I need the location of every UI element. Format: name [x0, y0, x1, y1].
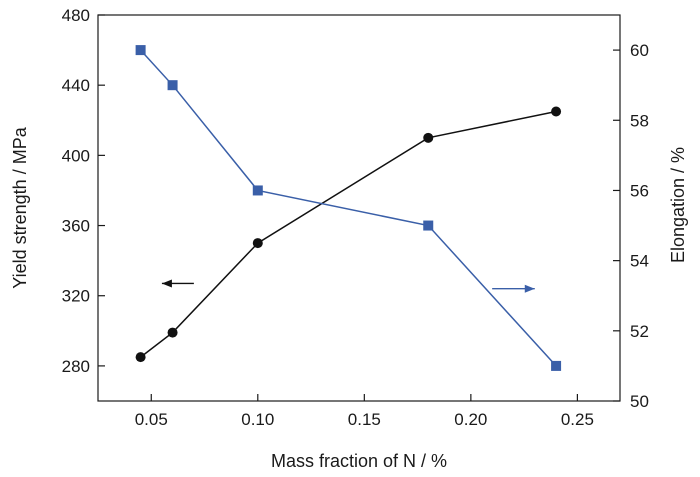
series-1-point [423, 220, 434, 231]
x-tick-label: 0.20 [454, 410, 487, 429]
y-right-tick-label: 50 [630, 392, 649, 411]
series-0-line [140, 110, 557, 358]
series-1-point [135, 45, 146, 56]
series-0-point [252, 238, 263, 249]
y-left-tick-label: 480 [62, 6, 90, 25]
plot-frame [97, 14, 621, 402]
y-left-tick-label: 360 [62, 217, 90, 236]
x-tick-label: 0.15 [348, 410, 381, 429]
annotation-arrow-1-head [524, 284, 535, 293]
y-left-tick-label: 400 [62, 146, 90, 165]
tick-labels: 0.05 0.10 0.15 0.20 0.25 280 320 360 400 440 480 50… [62, 6, 649, 429]
series-0-point [167, 327, 178, 338]
ticks [98, 14, 620, 402]
series-0-point [551, 106, 562, 117]
annotation-arrows [161, 279, 535, 293]
series-1-line [140, 49, 557, 367]
y-left-tick-label: 440 [62, 76, 90, 95]
y-right-tick-label: 56 [630, 181, 649, 200]
y-right-tick-label: 60 [630, 41, 649, 60]
y-axis-right-label: Elongation / % [668, 147, 688, 263]
x-tick-label: 0.05 [135, 410, 168, 429]
series-0-point [423, 132, 434, 143]
series-lines [140, 49, 557, 367]
y-right-tick-label: 58 [630, 111, 649, 130]
annotation-arrow-0-head [161, 279, 172, 288]
y-left-tick-label: 280 [62, 357, 90, 376]
y-right-tick-label: 52 [630, 322, 649, 341]
series-1-point [167, 80, 178, 91]
series-0-point [135, 352, 146, 363]
series-markers [135, 45, 562, 371]
y-axis-left-label: Yield strength / MPa [10, 126, 30, 288]
x-tick-label: 0.25 [561, 410, 594, 429]
x-tick-label: 0.10 [241, 410, 274, 429]
y-left-tick-label: 320 [62, 287, 90, 306]
series-1-point [551, 360, 562, 371]
series-1-point [252, 185, 263, 196]
y-right-tick-label: 54 [630, 252, 649, 271]
x-axis-label: Mass fraction of N / % [271, 451, 447, 471]
